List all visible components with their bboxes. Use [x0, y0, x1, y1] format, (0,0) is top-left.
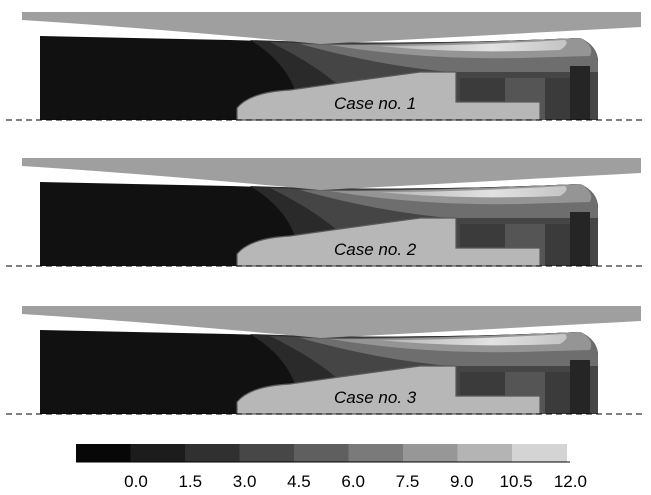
colorbar-swatch: [130, 444, 186, 462]
colorbar-tick-label: 3.0: [233, 472, 257, 491]
nozzle-wall: [22, 12, 641, 44]
colorbar-tick-label: 1.5: [178, 472, 202, 491]
nozzle-wall: [22, 306, 641, 338]
colorbar-swatch: [348, 444, 404, 462]
case-label: Case no. 1: [334, 94, 416, 113]
nozzle-body: [236, 71, 541, 121]
colorbar: 0.0 1.5 3.0 4.5 6.0 7.5 9.0 10.5 12.0: [76, 444, 587, 491]
field-band: [570, 360, 590, 414]
colorbar-swatch: [457, 444, 513, 462]
colorbar-swatch: [512, 444, 567, 462]
case-label: Case no. 3: [334, 388, 417, 407]
colorbar-tick-label: 10.5: [500, 472, 533, 491]
panel-case-3: Case no. 3: [6, 306, 645, 415]
field-band: [570, 66, 590, 120]
nozzle-body: [236, 365, 541, 415]
colorbar-tick-label: 6.0: [341, 472, 365, 491]
panel-case-2: Case no. 2: [6, 158, 645, 267]
colorbar-tick-label: 0.0: [124, 472, 148, 491]
colorbar-tick-label: 9.0: [450, 472, 474, 491]
field-band: [570, 212, 590, 266]
colorbar-tick-label: 4.5: [287, 472, 311, 491]
colorbar-tick-label: 7.5: [396, 472, 420, 491]
panel-case-1: Case no. 1: [6, 12, 645, 121]
colorbar-swatch: [403, 444, 458, 462]
colorbar-tick-label: 12.0: [554, 472, 587, 491]
nozzle-body: [236, 217, 541, 267]
colorbar-labels: 0.0 1.5 3.0 4.5 6.0 7.5 9.0 10.5 12.0: [124, 472, 587, 491]
colorbar-swatch: [294, 444, 349, 462]
field-band: [380, 334, 567, 346]
colorbar-swatch: [239, 444, 295, 462]
field-band: [380, 40, 567, 52]
nozzle-wall: [22, 158, 641, 190]
colorbar-swatch: [185, 444, 240, 462]
case-label: Case no. 2: [334, 240, 417, 259]
colorbar-swatch: [76, 444, 131, 462]
colorbar-swatches: [76, 444, 567, 462]
field-band: [380, 186, 567, 198]
